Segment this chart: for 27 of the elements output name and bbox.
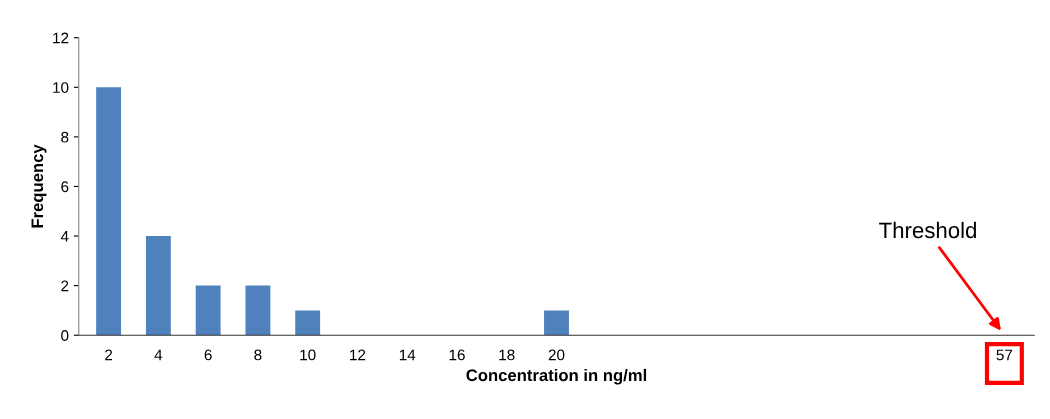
bar bbox=[245, 285, 271, 336]
x-tick-label: 8 bbox=[254, 349, 262, 361]
x-tick-label: 20 bbox=[548, 349, 565, 361]
x-axis-title: Concentration in ng/ml bbox=[466, 368, 647, 385]
x-tick-label: 4 bbox=[154, 349, 163, 361]
x-tick-label: 14 bbox=[399, 349, 416, 361]
y-axis-title: Frequency bbox=[31, 144, 47, 228]
y-tick-label: 8 bbox=[61, 131, 69, 143]
x-tick-label: 2 bbox=[105, 349, 113, 361]
y-tick-label: 12 bbox=[53, 32, 69, 44]
x-tick-label: 12 bbox=[350, 349, 366, 361]
x-tick-label: 16 bbox=[449, 349, 465, 361]
y-tick-label: 10 bbox=[53, 82, 69, 93]
x-tick-label: 10 bbox=[300, 349, 316, 361]
y-tick-label: 4 bbox=[60, 231, 69, 242]
y-tick-label: 2 bbox=[61, 280, 69, 292]
x-tick-label: 6 bbox=[204, 349, 212, 361]
y-tick-label: 0 bbox=[61, 330, 69, 341]
x-tick-label: 57 bbox=[996, 349, 1013, 361]
bar bbox=[544, 310, 569, 336]
bar bbox=[96, 87, 122, 336]
bar bbox=[295, 310, 321, 336]
y-tick-label: 6 bbox=[61, 181, 69, 193]
bar bbox=[195, 285, 221, 336]
x-tick-label: 18 bbox=[499, 349, 515, 361]
bar bbox=[145, 236, 171, 336]
annotation: Threshold bbox=[879, 221, 976, 239]
